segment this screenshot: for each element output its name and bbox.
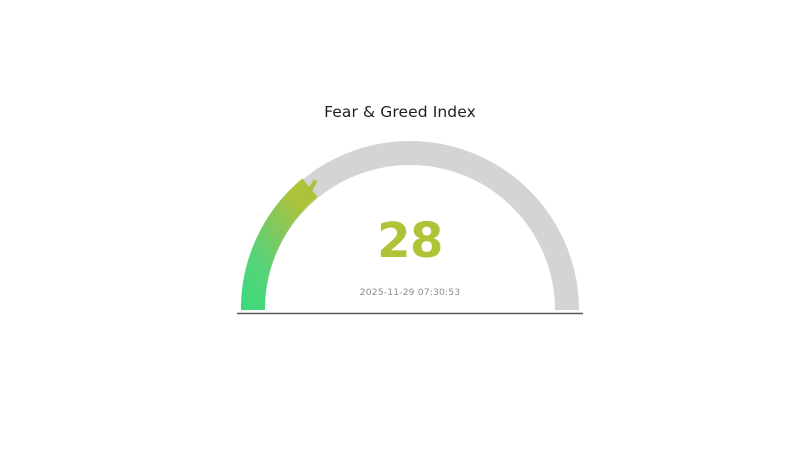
page-title: Fear & Greed Index xyxy=(324,103,476,121)
gauge-value-arc xyxy=(240,178,318,311)
gauge-needle-tick-icon xyxy=(300,179,318,206)
gauge-value-label: 28 xyxy=(377,213,443,269)
gauge-timestamp-label: 2025-11-29 07:30:53 xyxy=(359,287,461,298)
